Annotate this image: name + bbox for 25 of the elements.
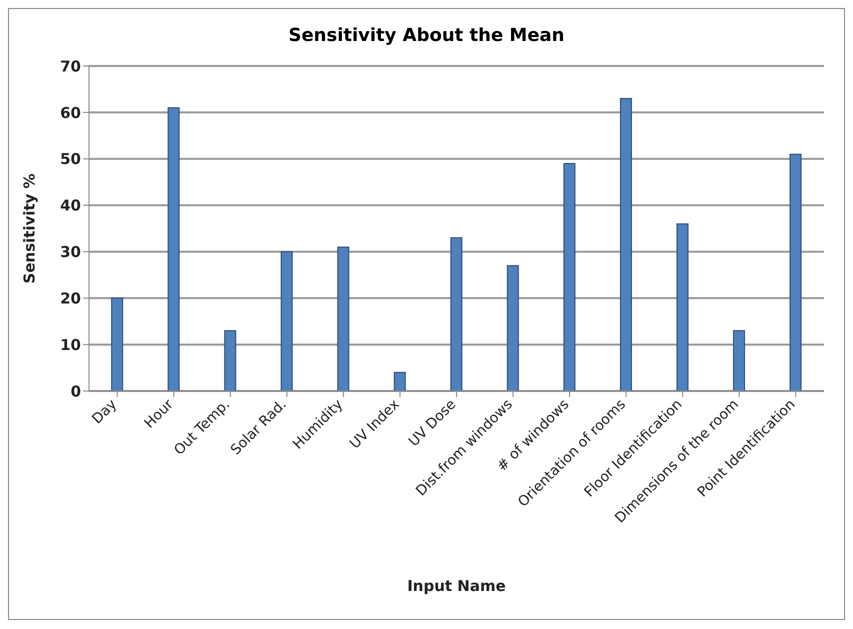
bar <box>224 330 236 391</box>
y-tick-label: 60 <box>60 104 81 122</box>
bar <box>394 372 406 391</box>
bar <box>790 154 802 391</box>
bar <box>280 251 293 391</box>
bar <box>111 298 124 391</box>
chart-title: Sensitivity About the Mean <box>288 25 566 46</box>
y-tick-label: 20 <box>60 289 81 308</box>
bar <box>733 330 746 391</box>
y-tick-label: 0 <box>70 382 81 400</box>
y-tick-label: 30 <box>60 243 81 262</box>
y-tick-label: 10 <box>60 336 81 354</box>
bar <box>620 98 632 391</box>
bar <box>563 163 576 391</box>
y-tick-label: 50 <box>60 150 81 168</box>
y-axis-title: Sensitivity % <box>20 173 38 284</box>
bar <box>168 107 180 391</box>
y-tick-label: 70 <box>60 57 81 76</box>
bar <box>676 223 688 391</box>
bar <box>506 265 519 391</box>
x-tick-label: Day <box>89 396 120 428</box>
y-tick-label: 40 <box>60 196 81 215</box>
bar <box>337 246 350 391</box>
x-axis-title: Input Name <box>407 577 506 595</box>
bar <box>450 237 462 391</box>
